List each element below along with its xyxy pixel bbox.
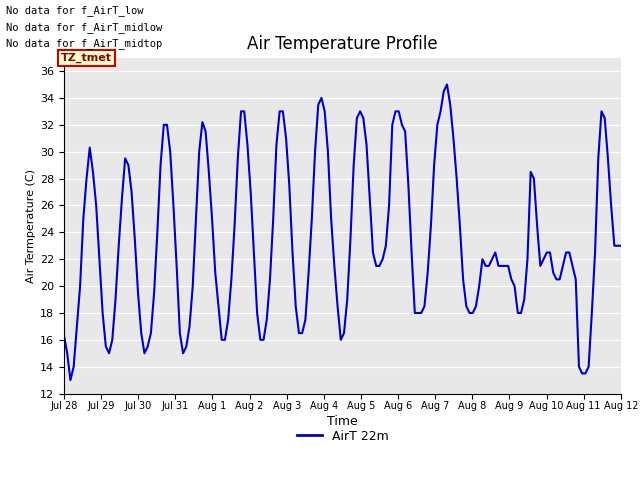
Text: No data for f_AirT_midtop: No data for f_AirT_midtop — [6, 38, 163, 49]
X-axis label: Time: Time — [327, 415, 358, 429]
Text: TZ_tmet: TZ_tmet — [61, 53, 112, 63]
Text: No data for f_AirT_midlow: No data for f_AirT_midlow — [6, 22, 163, 33]
Text: No data for f_AirT_low: No data for f_AirT_low — [6, 5, 144, 16]
Y-axis label: Air Termperature (C): Air Termperature (C) — [26, 168, 36, 283]
Legend: AirT 22m: AirT 22m — [292, 425, 393, 448]
Title: Air Temperature Profile: Air Temperature Profile — [247, 35, 438, 53]
